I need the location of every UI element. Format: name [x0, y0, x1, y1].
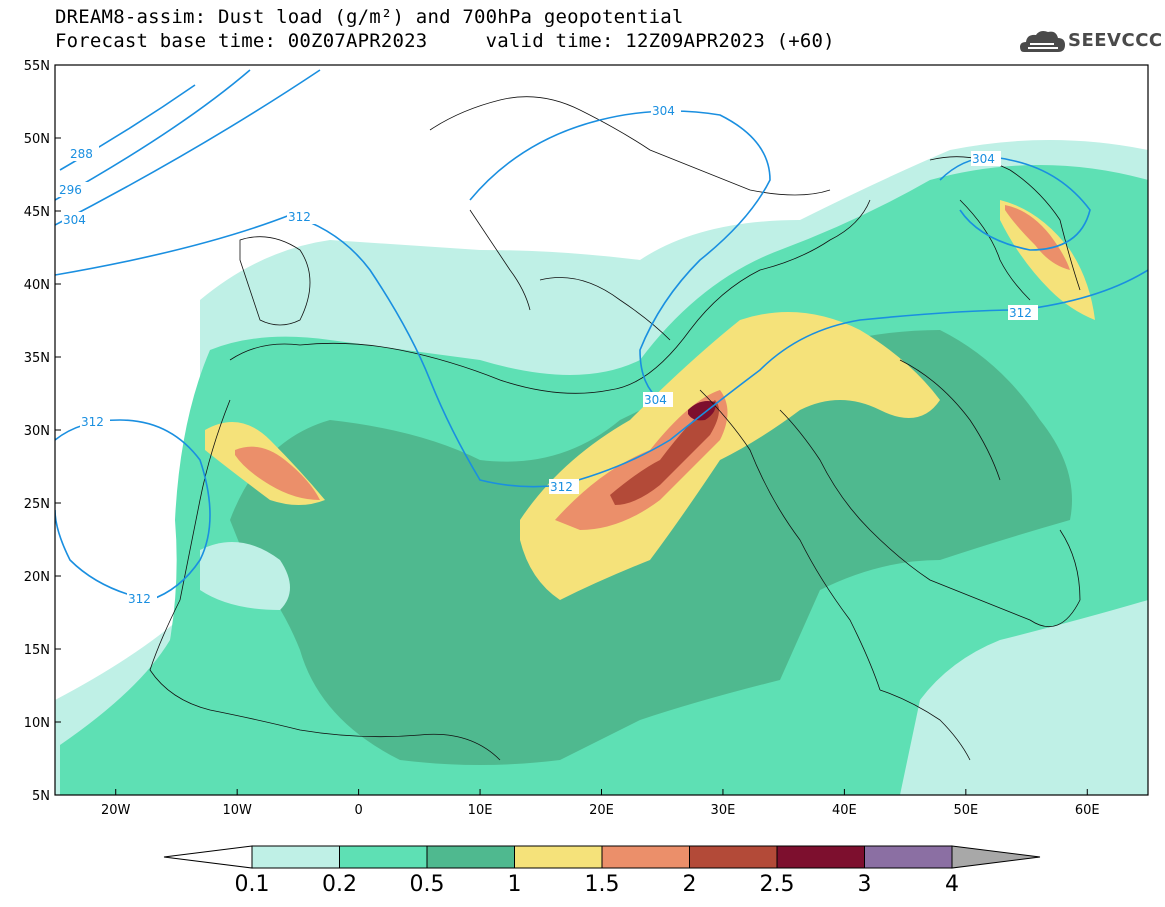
lat-tick-label: 30N [24, 424, 50, 439]
colorbar-label: 2.5 [759, 872, 795, 897]
dust-level-2.5 [688, 401, 716, 421]
contour-label: 312 [288, 210, 311, 224]
contour-label: 304 [63, 213, 86, 227]
lat-tick-label: 35N [24, 351, 50, 366]
colorbar-label: 1 [507, 872, 522, 897]
lon-tick-label: 40E [832, 803, 857, 818]
lat-tick-label: 55N [24, 59, 50, 74]
contour-296 [55, 69, 251, 201]
dust-level-1 [520, 312, 940, 600]
clear-area [200, 542, 290, 610]
contour-304 [55, 69, 321, 226]
lat-tick-label: 40N [24, 278, 50, 293]
lon-tick-label: 0 [354, 803, 362, 818]
lon-tick-label: 50E [953, 803, 978, 818]
cloud-icon [1020, 31, 1065, 52]
lat-tick-label: 50N [24, 132, 50, 147]
lat-tick-label: 5N [32, 789, 50, 804]
colorbar-label: 0.5 [409, 872, 445, 897]
lat-tick-label: 10N [24, 716, 50, 731]
colorbar-min-triangle [163, 845, 253, 869]
contour-label: 296 [59, 183, 82, 197]
contour-label: 312 [128, 592, 151, 606]
lon-tick-label: 20E [589, 803, 614, 818]
lon-tick-label: 10E [468, 803, 493, 818]
dust-level-2 [610, 400, 719, 505]
colorbar-segment [601, 845, 690, 869]
colorbar-segment [339, 845, 428, 869]
contour-label: 312 [1009, 306, 1032, 320]
colorbar-max-triangle [951, 845, 1041, 869]
contour-label: 288 [70, 147, 93, 161]
lon-tick-label: 60E [1075, 803, 1100, 818]
longitude-ticks: 20W 10W 0 10E 20E 30E 40E 50E 60E [101, 789, 1100, 818]
lat-tick-label: 15N [24, 643, 50, 658]
map-title: DREAM8-assim: Dust load (g/m²) and 700hP… [55, 6, 684, 28]
colorbar-segment [864, 845, 953, 869]
colorbar-segment [426, 845, 515, 869]
colorbar-segment [689, 845, 778, 869]
lon-tick-label: 20W [101, 803, 131, 818]
lat-tick-label: 20N [24, 570, 50, 585]
lon-tick-label: 30E [711, 803, 736, 818]
colorbar-label: 2 [682, 872, 697, 897]
lat-tick-label: 45N [24, 205, 50, 220]
contour-label: 304 [644, 393, 667, 407]
colorbar-segment [776, 845, 865, 869]
coastlines [149, 96, 1081, 761]
dust-level-1.5 [555, 390, 728, 530]
contour-labels: 288 296 304 312 312 304 304 304 312 312 … [58, 103, 1038, 606]
dust-level-1.5 [235, 446, 320, 500]
colorbar [163, 845, 1041, 869]
colorbar-segment [251, 845, 340, 869]
contour-label: 304 [652, 104, 675, 118]
colorbar-segment [514, 845, 603, 869]
lat-tick-label: 25N [24, 497, 50, 512]
contour-label: 304 [972, 152, 995, 166]
contour-label: 312 [81, 415, 104, 429]
latitude-ticks: 55N 50N 45N 40N 35N 30N 25N 20N 15N 10N 5N [24, 59, 61, 804]
forecast-times: Forecast base time: 00Z07APR2023 valid t… [55, 30, 835, 52]
contour-304 [469, 110, 771, 401]
dust-field [55, 140, 1148, 795]
colorbar-label: 1.5 [584, 872, 620, 897]
colorbar-label: 0.1 [234, 872, 270, 897]
contour-312 [55, 419, 211, 601]
contour-label: 312 [550, 480, 573, 494]
lon-tick-label: 10W [222, 803, 252, 818]
colorbar-label: 3 [857, 872, 872, 897]
dust-level-1.5 [1005, 205, 1070, 270]
colorbar-label: 0.2 [322, 872, 357, 897]
colorbar-label: 4 [945, 872, 959, 897]
logo-text: SEEVCCC [1068, 30, 1163, 51]
